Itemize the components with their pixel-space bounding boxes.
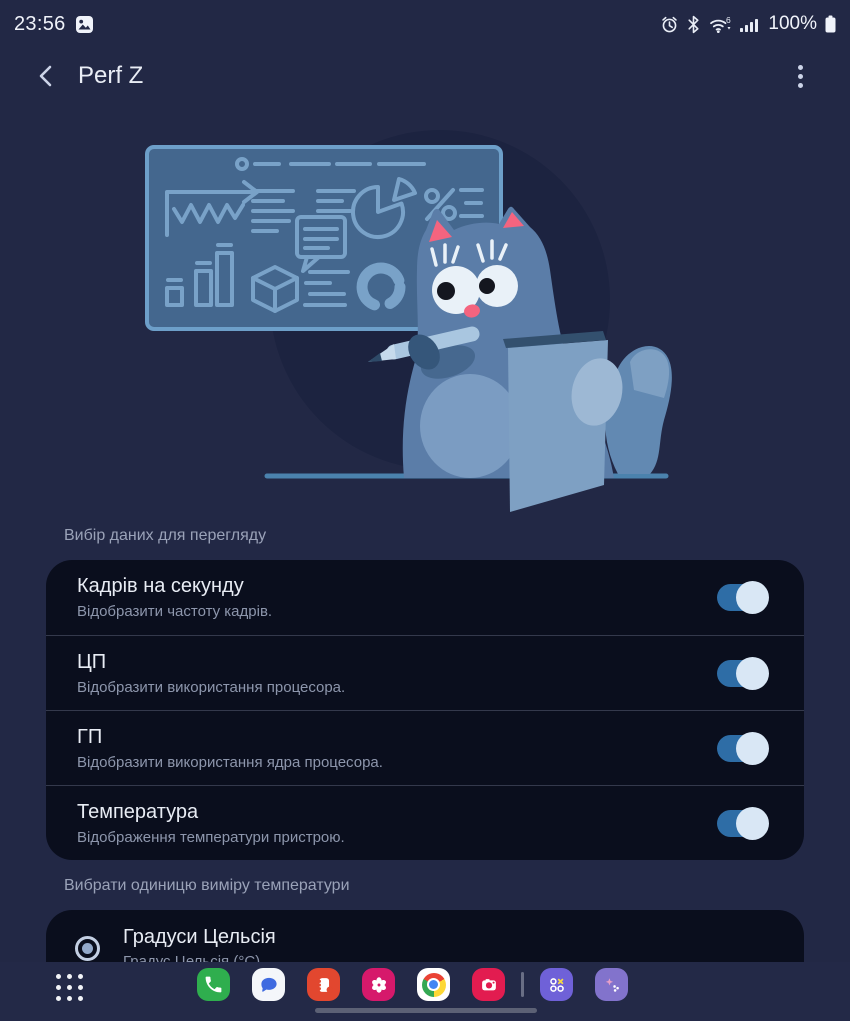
game-shapes-icon [549, 977, 564, 992]
phone-app-icon[interactable] [197, 968, 230, 1001]
flower-icon [371, 976, 386, 993]
row-subtitle: Відобразити використання процесора. [77, 678, 346, 696]
toggle-switch-1[interactable] [717, 656, 769, 690]
back-button[interactable] [30, 59, 64, 93]
data-select-card: Кадрів на секунду Відобразити частоту ка… [46, 560, 804, 860]
toggle-row-gpu[interactable]: ГП Відобразити використання ядра процесо… [46, 710, 804, 785]
messages-app-icon[interactable] [252, 968, 285, 1001]
gallery-app-icon[interactable] [362, 968, 395, 1001]
row-subtitle: Відображення температури пристрою. [77, 828, 345, 846]
chat-bubble-icon [260, 977, 277, 992]
battery-percent: 100% [768, 13, 817, 34]
dock [197, 968, 628, 1001]
page-title: Perf Z [78, 62, 144, 89]
camera-icon [481, 978, 496, 990]
row-subtitle: Відобразити використання ядра процесора. [77, 753, 383, 771]
svg-text:6: 6 [726, 15, 731, 25]
taskbar [0, 962, 850, 1021]
row-title: ЦП [77, 650, 107, 673]
game-launcher-app-icon[interactable] [540, 968, 573, 1001]
alarm-icon [660, 15, 679, 34]
gesture-bar[interactable] [315, 1008, 537, 1013]
toggle-row-temperature[interactable]: Температура Відображення температури при… [46, 785, 804, 860]
kebab-menu-button[interactable] [786, 60, 814, 92]
toggle-row-fps[interactable]: Кадрів на секунду Відобразити частоту ка… [46, 560, 804, 635]
bluetooth-icon [686, 15, 701, 34]
radio-celsius[interactable] [75, 935, 100, 961]
wifi6-icon: 6 [708, 15, 732, 34]
signal-icon [739, 15, 759, 34]
row-title: Кадрів на секунду [77, 575, 244, 597]
toggle-switch-2[interactable] [717, 731, 769, 765]
chrome-icon [421, 972, 446, 997]
note-icon [317, 977, 333, 993]
status-bar: 23:56 [0, 0, 850, 48]
sparkle-icon [605, 977, 619, 992]
row-title: Температура [77, 800, 199, 823]
chrome-app-icon[interactable] [417, 968, 450, 1001]
photo-notification-icon [75, 15, 94, 34]
section-label-temp-unit: Вибрати одиницю виміру температури [64, 877, 350, 894]
notes-app-icon[interactable] [307, 968, 340, 1001]
row-subtitle: Відобразити частоту кадрів. [77, 603, 273, 620]
radio-title: Градуси Цельсія [123, 926, 276, 948]
game-booster-app-icon[interactable] [595, 968, 628, 1001]
toggle-switch-3[interactable] [717, 806, 769, 840]
phone-icon [205, 976, 222, 993]
camera-app-icon[interactable] [472, 968, 505, 1001]
toggle-switch-0[interactable] [717, 581, 769, 614]
section-label-data-select: Вибір даних для перегляду [64, 527, 267, 544]
clock: 23:56 [14, 12, 66, 35]
battery-icon [824, 14, 837, 34]
app-drawer-button[interactable] [52, 970, 86, 1004]
row-title: ГП [77, 725, 103, 748]
app-header: Perf Z [0, 48, 850, 104]
dock-divider [521, 972, 524, 997]
toggle-row-cpu[interactable]: ЦП Відобразити використання процесора. [46, 635, 804, 710]
cat-illustration [145, 130, 672, 512]
